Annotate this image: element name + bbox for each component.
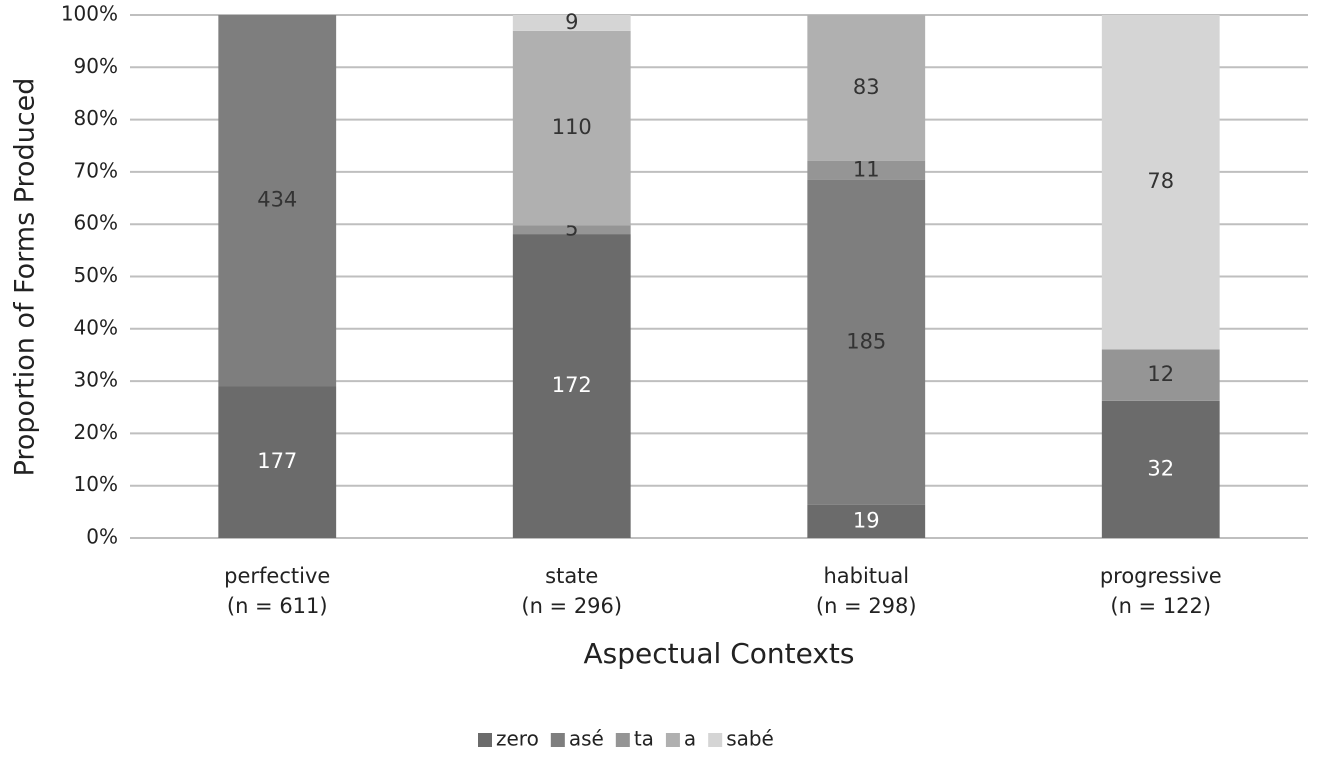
data-label: 83 xyxy=(853,75,880,99)
bar-segment xyxy=(512,225,631,235)
data-label: 110 xyxy=(552,115,592,139)
legend-label: ta xyxy=(634,727,654,751)
y-tick-label: 100% xyxy=(61,2,118,26)
x-axis-title: Aspectual Contexts xyxy=(584,637,855,670)
data-label: 9 xyxy=(565,10,578,34)
y-tick-label: 70% xyxy=(74,158,118,182)
y-tick-label: 50% xyxy=(74,263,118,287)
bar-segment xyxy=(1101,15,1220,350)
bar-segment xyxy=(1101,400,1220,538)
data-label: 434 xyxy=(257,188,297,212)
bar-segment xyxy=(512,30,631,226)
x-tick-label: state xyxy=(545,564,598,588)
y-tick-label: 0% xyxy=(86,525,118,549)
y-tick-label: 10% xyxy=(74,472,118,496)
legend-swatch xyxy=(550,733,565,747)
x-tick-label: habitual xyxy=(823,564,909,588)
bar-segment xyxy=(807,504,926,538)
y-tick-label: 80% xyxy=(74,106,118,130)
bar-segment xyxy=(218,15,337,387)
bar-segment xyxy=(807,179,926,505)
bar-segment xyxy=(807,160,926,180)
x-tick-label: (n = 296) xyxy=(521,594,622,618)
legend-label: a xyxy=(684,727,696,751)
y-axis-title: Proportion of Forms Produced xyxy=(10,78,41,477)
data-label: 12 xyxy=(1147,362,1174,386)
legend-swatch xyxy=(615,733,630,747)
legend-label: sabé xyxy=(726,727,774,751)
bar-segment xyxy=(807,15,926,161)
legend-swatch xyxy=(708,733,723,747)
x-tick-label: perfective xyxy=(224,564,330,588)
x-tick-label: progressive xyxy=(1100,564,1222,588)
legend-swatch xyxy=(478,733,492,747)
data-label: 172 xyxy=(552,373,592,397)
x-tick-label: (n = 122) xyxy=(1110,594,1211,618)
x-tick-label: (n = 298) xyxy=(816,594,917,618)
x-tick-label: (n = 611) xyxy=(227,594,328,618)
data-label: 185 xyxy=(846,329,886,353)
legend-swatch xyxy=(665,733,680,747)
data-label: 78 xyxy=(1147,169,1174,193)
data-label: 177 xyxy=(257,449,297,473)
data-label: 19 xyxy=(853,508,880,532)
y-tick-label: 90% xyxy=(74,54,118,78)
legend-label: zero xyxy=(496,727,539,751)
y-tick-label: 40% xyxy=(74,315,118,339)
legend-label: asé xyxy=(569,727,604,751)
data-label: 32 xyxy=(1147,456,1174,480)
bar-segment xyxy=(512,234,631,538)
y-tick-label: 20% xyxy=(74,420,118,444)
bar-segment xyxy=(1101,349,1220,401)
data-label: 11 xyxy=(853,157,880,181)
bar-segment xyxy=(218,386,337,538)
y-tick-label: 30% xyxy=(74,368,118,392)
bar-segment xyxy=(512,15,631,31)
y-tick-label: 60% xyxy=(74,211,118,235)
